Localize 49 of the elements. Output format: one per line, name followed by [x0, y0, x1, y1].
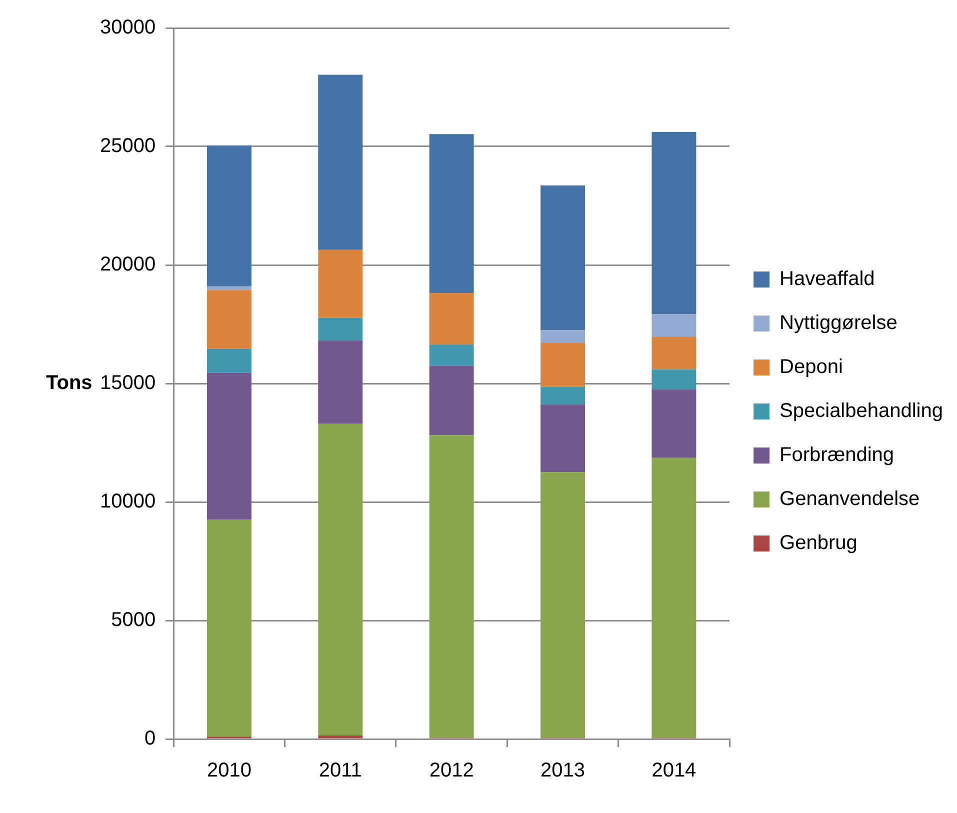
x-tick-label: 2013	[540, 760, 586, 782]
bar	[206, 145, 252, 286]
bar	[206, 290, 252, 349]
legend-label: Genanvendelse	[780, 488, 920, 510]
bar	[652, 336, 696, 370]
bar	[318, 735, 363, 738]
bar	[652, 132, 696, 314]
bar	[540, 386, 585, 404]
bar	[652, 457, 696, 738]
bar	[318, 250, 363, 318]
bar	[318, 318, 363, 340]
bar	[429, 435, 474, 738]
x-tick-label: 2010	[206, 760, 252, 782]
y-tick-label: 15000	[100, 372, 156, 394]
bar	[318, 74, 363, 250]
bar	[652, 369, 696, 390]
y-tick-label: 5000	[111, 609, 156, 632]
bar	[206, 372, 252, 520]
bar	[429, 366, 474, 436]
bar	[206, 286, 252, 290]
y-tick-label: 30000	[100, 16, 156, 39]
legend-label: Deponi	[780, 356, 843, 378]
legend-label: Haveaffald	[780, 268, 875, 290]
legend-label: Forbrænding	[780, 444, 894, 466]
y-axis-title: Tons	[46, 372, 92, 394]
bar	[540, 330, 585, 343]
y-tick-label: 20000	[100, 254, 156, 276]
x-tick-label: 2012	[429, 760, 474, 782]
bar	[206, 520, 252, 737]
bar	[540, 404, 585, 472]
bar	[652, 389, 696, 458]
bar	[206, 348, 252, 373]
x-tick-label: 2014	[652, 760, 696, 782]
bar	[540, 472, 585, 738]
bar	[429, 292, 474, 344]
bar	[540, 342, 585, 387]
bar	[429, 344, 474, 366]
bar	[318, 424, 363, 736]
bar	[318, 340, 363, 424]
bar	[429, 134, 474, 293]
x-tick-label: 2011	[318, 760, 362, 782]
bar	[540, 185, 585, 330]
bar	[652, 314, 696, 337]
legend-label: Nyttiggørelse	[780, 312, 898, 334]
y-tick-label: 10000	[100, 490, 156, 513]
legend-label: Specialbehandling	[780, 400, 943, 422]
legend-label: Genbrug	[780, 532, 858, 554]
y-tick-label: 25000	[100, 135, 156, 158]
y-tick-label: 0	[144, 728, 156, 750]
